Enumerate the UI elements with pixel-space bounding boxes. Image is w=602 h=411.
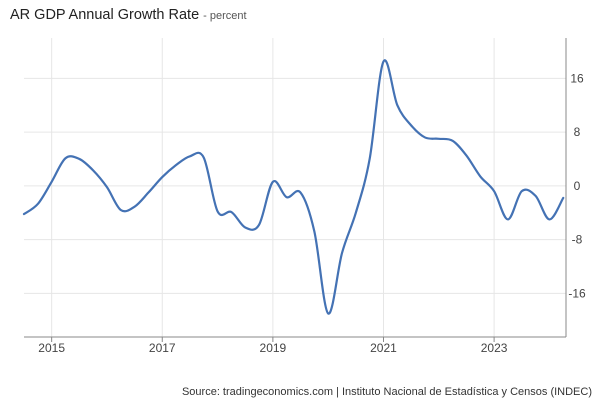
chart-title: AR GDP Annual Growth Rate - percent (10, 7, 247, 23)
y-tick-label: 16 (570, 71, 584, 85)
x-tick-label: 2017 (149, 341, 176, 355)
chart-title-unit: - percent (203, 10, 247, 22)
horizontal-gridlines (24, 77, 566, 294)
vertical-gridlines (51, 38, 495, 337)
x-tick-label: 2023 (481, 341, 508, 355)
series-layer (22, 59, 565, 315)
x-tick-label: 2019 (260, 341, 287, 355)
y-tick-label: 8 (574, 125, 581, 139)
y-tick-label: -16 (568, 286, 586, 300)
y-tick-label: 0 (574, 179, 581, 193)
source-attribution: Source: tradingeconomics.com | Instituto… (181, 386, 592, 398)
x-axis-ticks (51, 337, 495, 342)
x-axis-tick-labels: 2015 2017 2019 2021 2023 (38, 341, 507, 355)
y-tick-label: -8 (572, 233, 583, 247)
chart-title-main: AR GDP Annual Growth Rate (10, 7, 200, 23)
y-axis-tick-labels: 16 8 0 -8 -16 (568, 71, 586, 300)
x-tick-label: 2021 (370, 341, 397, 355)
series-line (22, 59, 565, 315)
x-tick-label: 2015 (38, 341, 65, 355)
